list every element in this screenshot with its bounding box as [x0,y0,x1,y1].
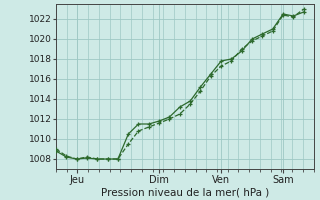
X-axis label: Pression niveau de la mer( hPa ): Pression niveau de la mer( hPa ) [101,187,269,197]
